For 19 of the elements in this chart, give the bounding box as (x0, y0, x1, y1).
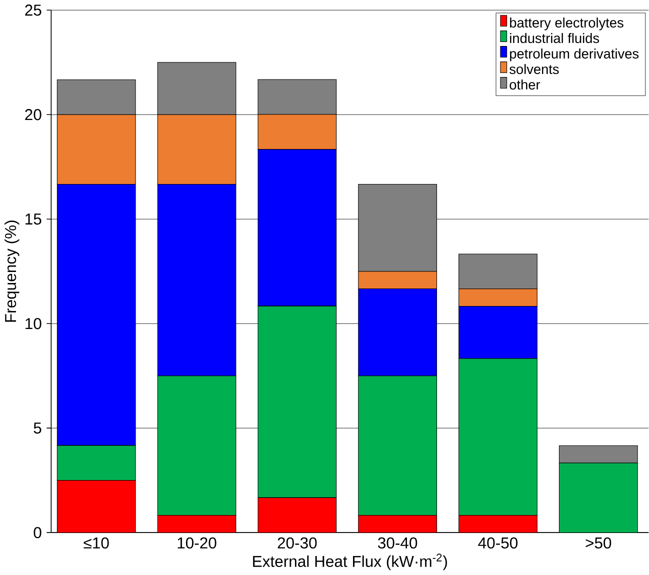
legend-label: petroleum derivatives (510, 48, 639, 62)
x-axis-title: External Heat Flux (kW·m$^{-2}$) (253, 554, 447, 570)
y-tick-label: 15 (26, 214, 42, 225)
y-axis-title: Frequency (%) (4, 220, 20, 322)
legend-label: solvents (510, 64, 559, 74)
legend-label: industrial fluids (510, 33, 600, 44)
x-tick-label: 30-40 (378, 538, 418, 549)
y-tick-label: 5 (34, 422, 42, 434)
y-tick-label: 10 (26, 318, 42, 330)
legend-label: other (510, 80, 540, 90)
y-tick-label: 0 (34, 527, 42, 538)
y-tick-label: 25 (25, 4, 42, 16)
x-tick-label: 40-50 (478, 538, 518, 549)
x-tick-label: ≤10 (84, 538, 109, 549)
x-tick-label: 10-20 (178, 538, 216, 549)
legend-label: battery electrolytes (510, 18, 624, 30)
x-tick-label: 20-30 (278, 538, 317, 549)
y-tick-label: 20 (25, 109, 42, 120)
x-tick-label: >50 (586, 538, 612, 549)
